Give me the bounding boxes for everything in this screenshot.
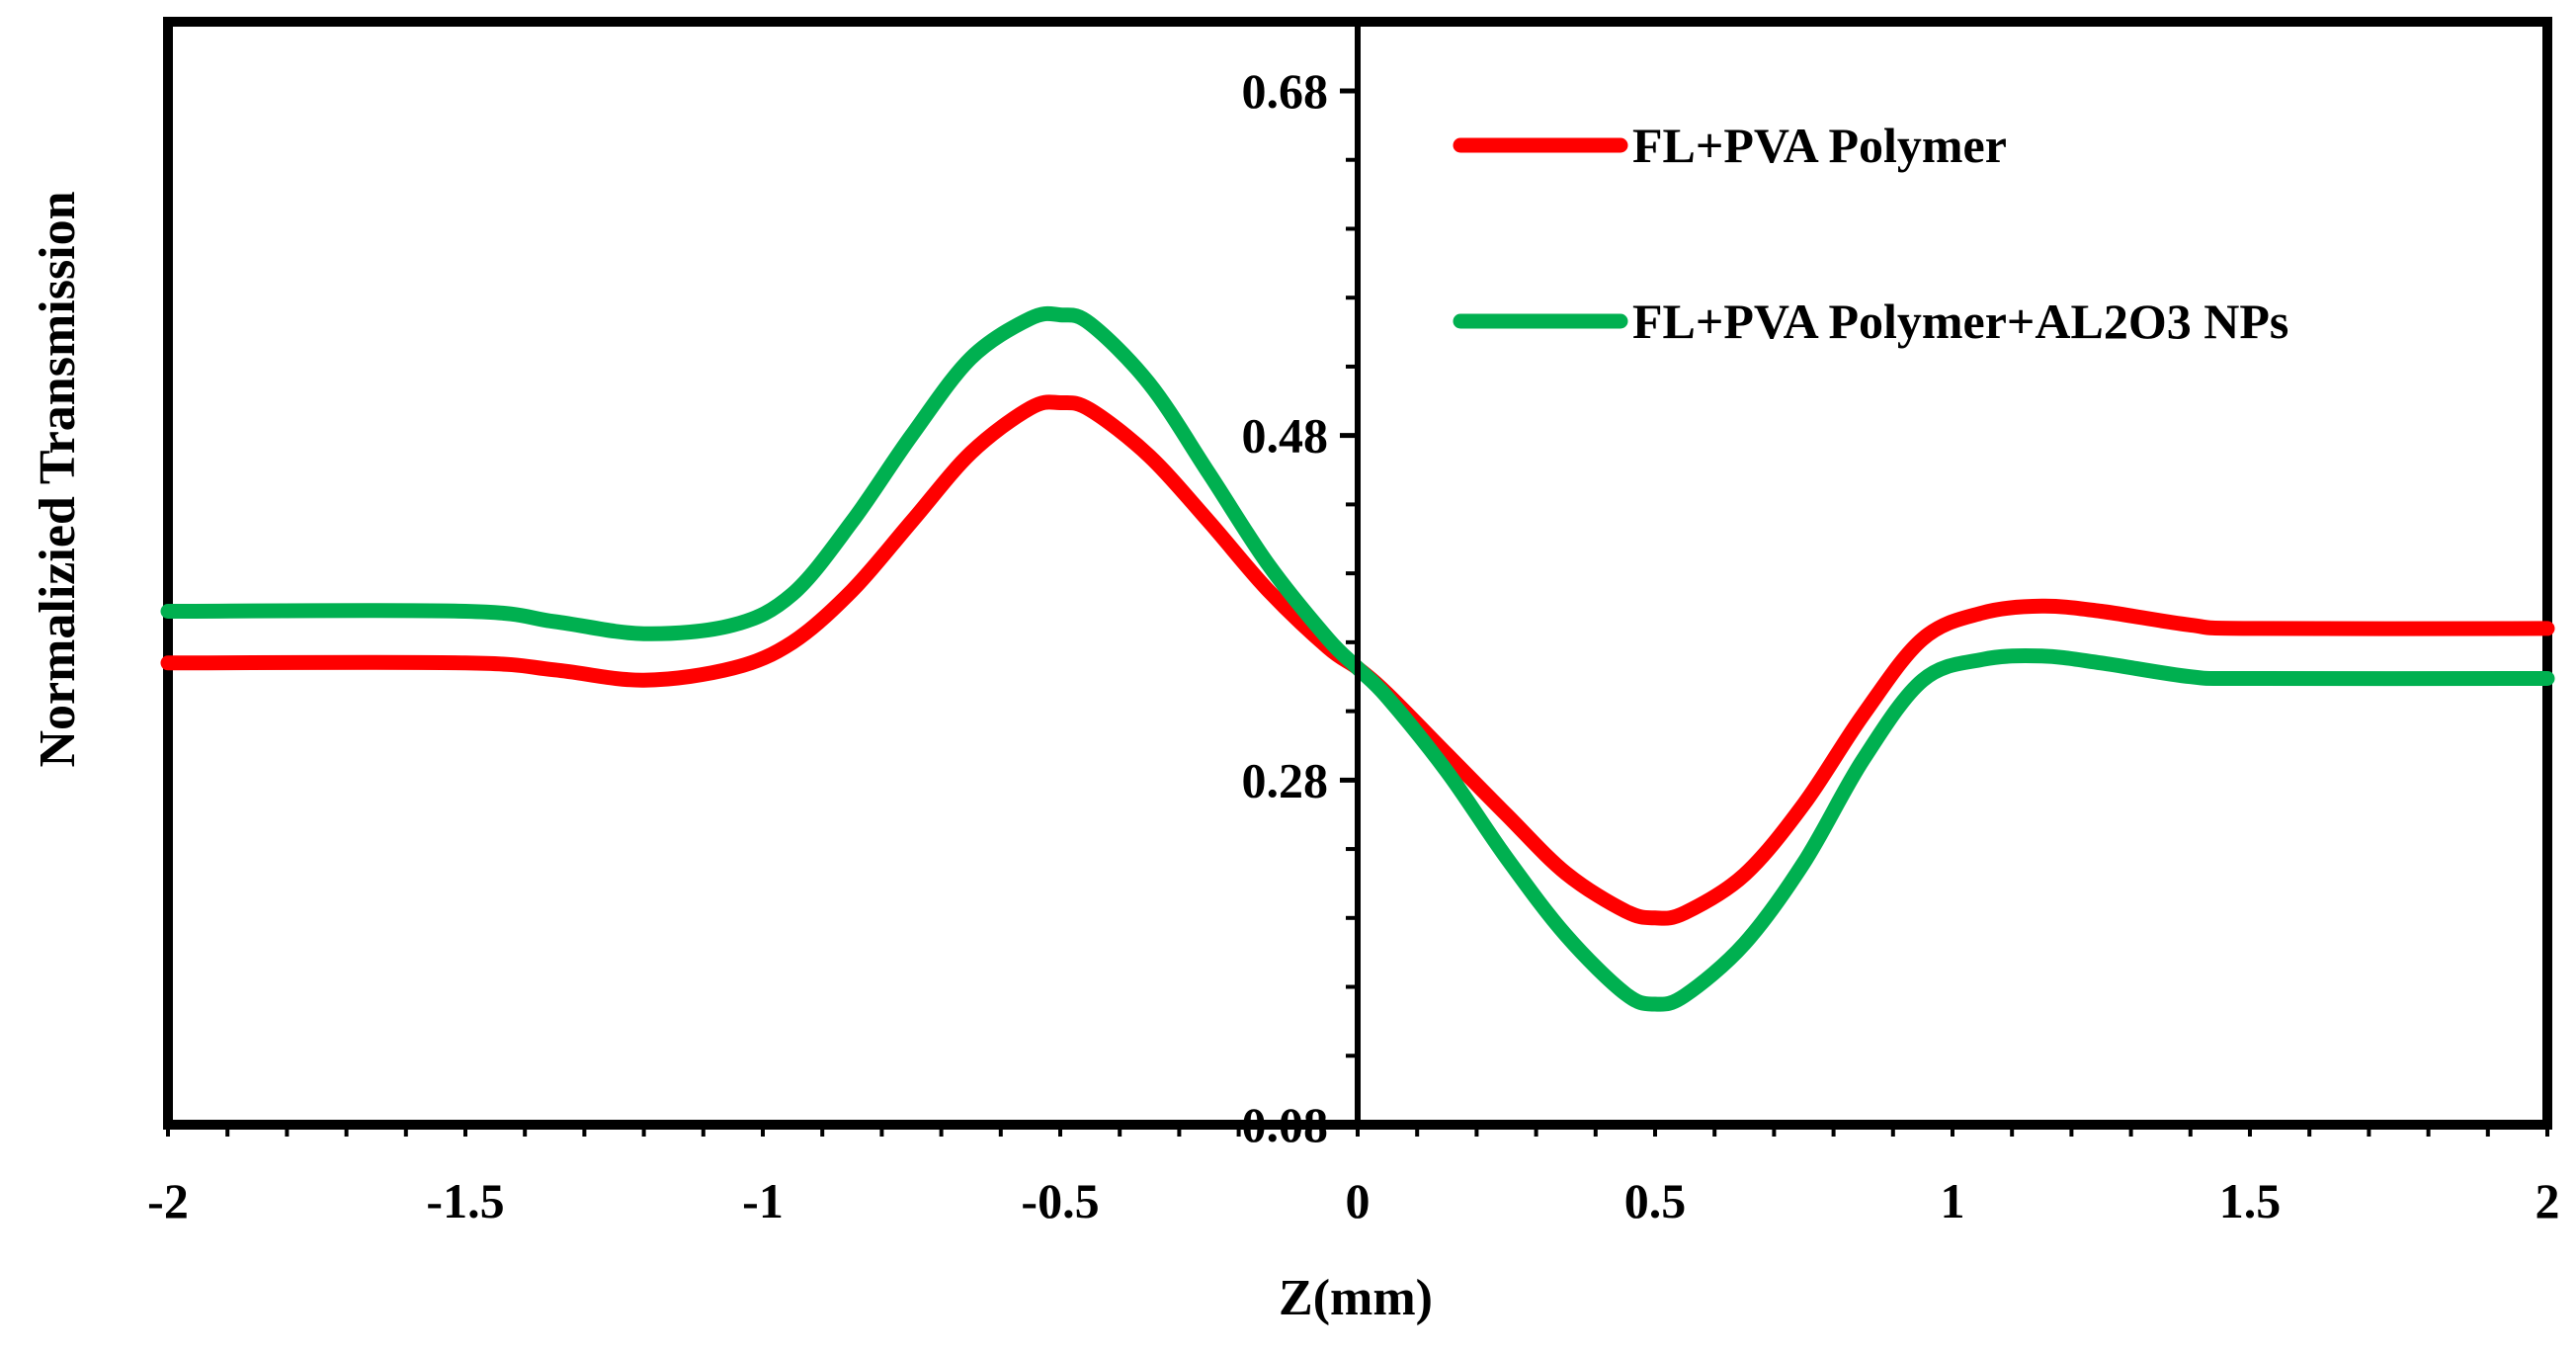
x-tick-label: 1.5 xyxy=(2219,1173,2282,1228)
y-axis-title: Normalizied Transmission xyxy=(30,191,86,767)
x-tick-label: 1 xyxy=(1941,1173,1965,1228)
x-tick-label: -0.5 xyxy=(1021,1173,1099,1228)
y-tick-label: 0.68 xyxy=(1242,63,1329,119)
x-tick-label: -1 xyxy=(742,1173,784,1228)
y-tick-label: 0.48 xyxy=(1242,408,1329,464)
x-axis-title: Z(mm) xyxy=(1279,1270,1433,1326)
legend-label-fl-pva-al2o3: FL+PVA Polymer+AL2O3 NPs xyxy=(1632,294,2288,349)
y-tick-label: 0.08 xyxy=(1242,1097,1329,1152)
x-tick-label: -1.5 xyxy=(426,1173,504,1228)
x-tick-label: 2 xyxy=(2535,1173,2560,1228)
legend-label-fl-pva: FL+PVA Polymer xyxy=(1632,118,2007,173)
x-tick-label: 0 xyxy=(1346,1173,1371,1228)
y-tick-label: 0.28 xyxy=(1242,752,1329,807)
series-line-fl-pva-al2o3 xyxy=(160,305,2555,1012)
x-tick-label: 0.5 xyxy=(1624,1173,1687,1228)
x-tick-label: -2 xyxy=(147,1173,189,1228)
